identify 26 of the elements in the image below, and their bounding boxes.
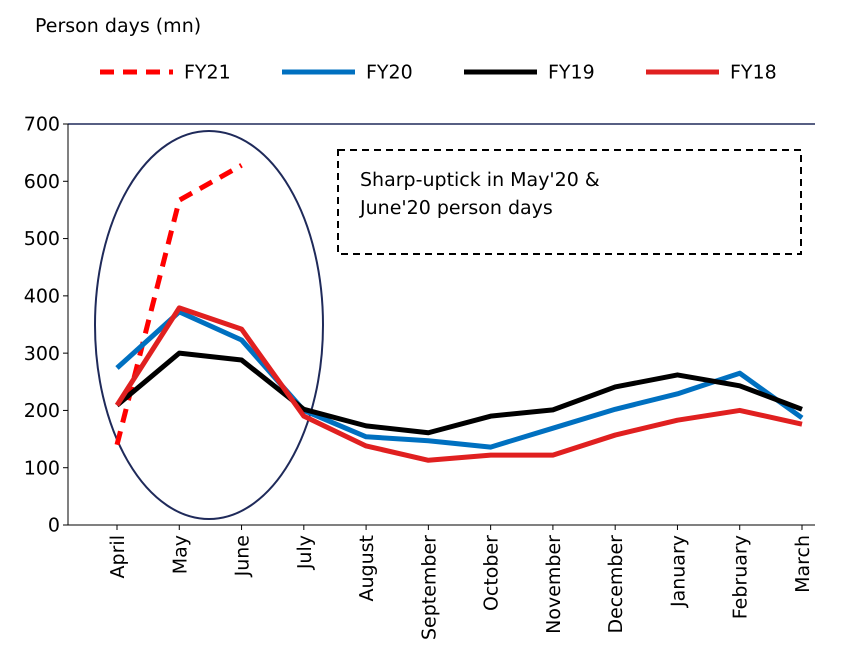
annotation: Sharp-uptick in May'20 & June'20 person days: [359, 169, 600, 219]
y-tick-label: 0: [48, 514, 60, 537]
x-tick-label: January: [667, 535, 690, 608]
x-tick-label: May: [169, 535, 192, 574]
legend-label: FY21: [184, 62, 231, 84]
x-tick-label: July: [294, 535, 316, 570]
x-tick-label: February: [730, 535, 752, 620]
y-tick-label: 500: [24, 228, 60, 250]
legend-label: FY19: [548, 62, 595, 84]
x-tick-label: December: [605, 534, 628, 634]
y-tick-label: 700: [24, 114, 60, 136]
x-tick-label: March: [792, 535, 814, 593]
legend-label: FY18: [730, 62, 777, 84]
x-tick-label: June: [232, 535, 254, 578]
y-tick-label: 100: [24, 457, 60, 480]
x-tick-label: August: [356, 535, 378, 602]
y-tick-label: 400: [24, 286, 60, 308]
x-tick-label: April: [107, 535, 129, 578]
y-tick-label: 200: [24, 400, 60, 422]
legend-label: FY20: [366, 62, 413, 84]
x-tick-label: September: [418, 534, 440, 640]
x-tick-label: October: [480, 534, 503, 612]
y-tick-label: 300: [24, 342, 60, 365]
x-tick-label: November: [542, 534, 565, 634]
y-axis-title: Person days (mn): [35, 15, 202, 37]
y-tick-label: 600: [24, 170, 60, 193]
